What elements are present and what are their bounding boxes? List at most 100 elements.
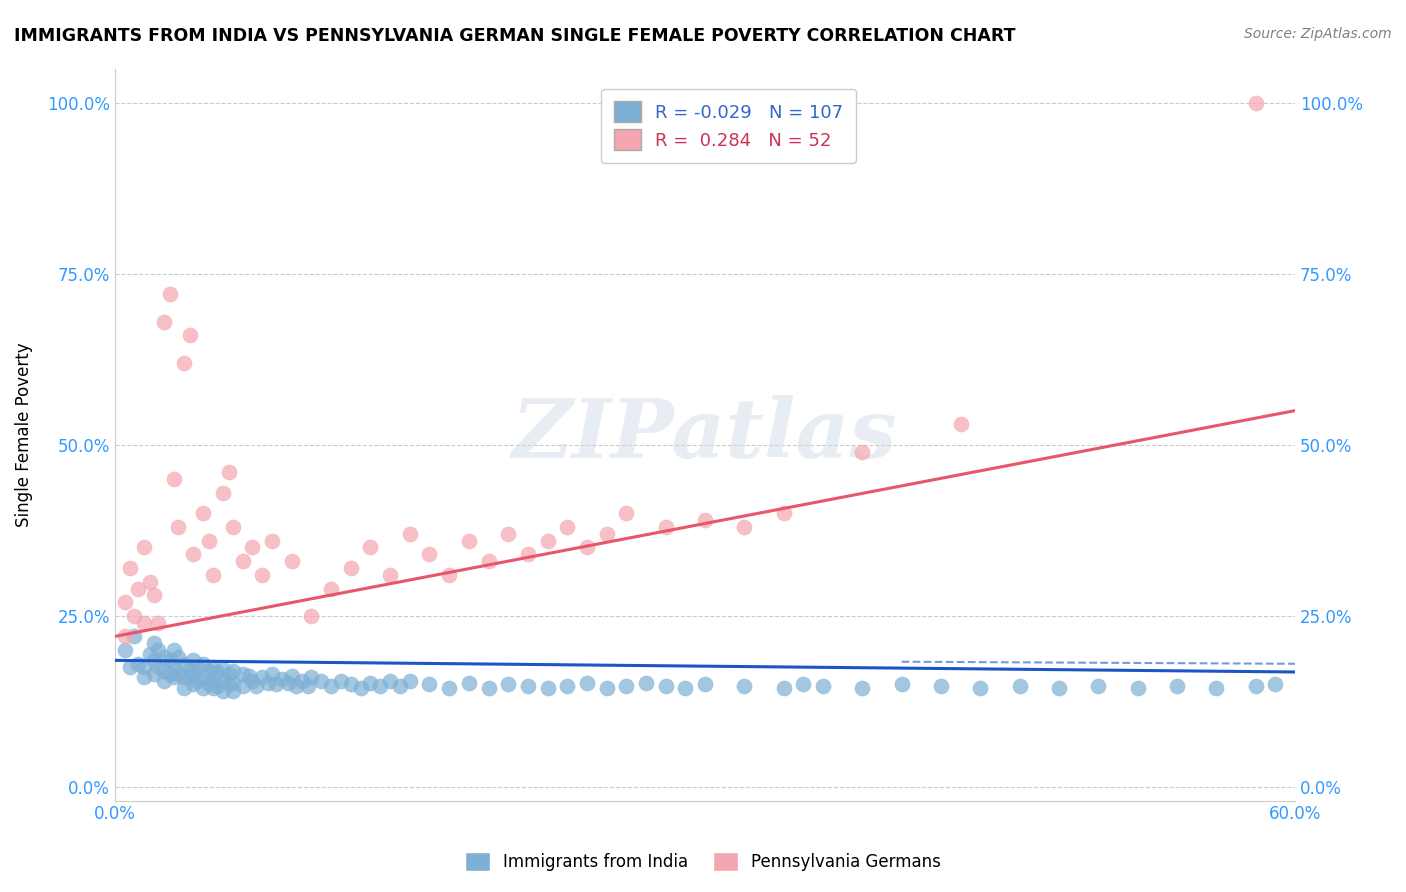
Point bbox=[205, 679, 228, 693]
Point bbox=[143, 667, 166, 681]
Point bbox=[198, 664, 221, 678]
Point bbox=[163, 670, 186, 684]
Point bbox=[166, 520, 188, 534]
Point bbox=[212, 673, 235, 688]
Point bbox=[127, 657, 149, 671]
Point bbox=[159, 653, 181, 667]
Point bbox=[114, 595, 136, 609]
Point bbox=[179, 670, 201, 684]
Point bbox=[1087, 679, 1109, 693]
Point bbox=[281, 554, 304, 568]
Legend: R = -0.029   N = 107, R =  0.284   N = 52: R = -0.029 N = 107, R = 0.284 N = 52 bbox=[600, 88, 856, 162]
Point bbox=[555, 679, 578, 693]
Point bbox=[134, 660, 156, 674]
Point bbox=[398, 673, 420, 688]
Point bbox=[153, 673, 176, 688]
Point bbox=[124, 608, 146, 623]
Point bbox=[222, 520, 245, 534]
Point bbox=[183, 677, 205, 691]
Point bbox=[159, 287, 181, 301]
Point bbox=[1244, 679, 1267, 693]
Point bbox=[1008, 679, 1031, 693]
Point bbox=[173, 657, 195, 671]
Point bbox=[202, 567, 225, 582]
Point bbox=[969, 681, 991, 695]
Point bbox=[949, 417, 972, 432]
Point bbox=[340, 561, 363, 575]
Point bbox=[252, 670, 274, 684]
Point bbox=[202, 660, 225, 674]
Point bbox=[238, 669, 260, 683]
Point bbox=[733, 520, 755, 534]
Point bbox=[202, 673, 225, 688]
Point bbox=[277, 676, 299, 690]
Point bbox=[1205, 681, 1227, 695]
Point bbox=[179, 328, 201, 343]
Point bbox=[311, 673, 333, 688]
Point bbox=[193, 506, 215, 520]
Point bbox=[245, 679, 267, 693]
Point bbox=[222, 676, 245, 690]
Point bbox=[378, 673, 401, 688]
Point bbox=[388, 679, 411, 693]
Point bbox=[212, 662, 235, 676]
Point bbox=[418, 547, 440, 561]
Point bbox=[173, 681, 195, 695]
Point bbox=[198, 533, 221, 548]
Point bbox=[124, 629, 146, 643]
Point bbox=[1166, 679, 1188, 693]
Point bbox=[890, 677, 912, 691]
Point bbox=[163, 660, 186, 674]
Point bbox=[437, 681, 460, 695]
Point bbox=[1264, 677, 1286, 691]
Point bbox=[127, 582, 149, 596]
Point bbox=[575, 676, 598, 690]
Point bbox=[202, 681, 225, 695]
Point bbox=[173, 356, 195, 370]
Point bbox=[321, 582, 343, 596]
Point bbox=[212, 485, 235, 500]
Point bbox=[281, 669, 304, 683]
Point bbox=[232, 679, 254, 693]
Point bbox=[772, 681, 794, 695]
Point bbox=[114, 643, 136, 657]
Point bbox=[929, 679, 952, 693]
Point bbox=[120, 561, 142, 575]
Point bbox=[173, 670, 195, 684]
Point bbox=[614, 506, 637, 520]
Point bbox=[693, 513, 716, 527]
Point bbox=[232, 554, 254, 568]
Point bbox=[614, 679, 637, 693]
Point bbox=[134, 541, 156, 555]
Point bbox=[340, 677, 363, 691]
Point bbox=[222, 684, 245, 698]
Point bbox=[212, 684, 235, 698]
Point bbox=[159, 667, 181, 681]
Point bbox=[198, 677, 221, 691]
Point bbox=[654, 520, 676, 534]
Point bbox=[321, 679, 343, 693]
Point bbox=[555, 520, 578, 534]
Point bbox=[264, 677, 287, 691]
Point bbox=[284, 679, 307, 693]
Point bbox=[166, 649, 188, 664]
Point bbox=[179, 660, 201, 674]
Point bbox=[634, 676, 657, 690]
Point bbox=[120, 660, 142, 674]
Point bbox=[301, 670, 323, 684]
Text: IMMIGRANTS FROM INDIA VS PENNSYLVANIA GERMAN SINGLE FEMALE POVERTY CORRELATION C: IMMIGRANTS FROM INDIA VS PENNSYLVANIA GE… bbox=[14, 27, 1015, 45]
Point bbox=[153, 664, 176, 678]
Point bbox=[262, 533, 284, 548]
Point bbox=[1047, 681, 1070, 695]
Point bbox=[457, 533, 479, 548]
Point bbox=[139, 574, 162, 589]
Point bbox=[398, 526, 420, 541]
Point bbox=[143, 588, 166, 602]
Point bbox=[733, 679, 755, 693]
Point bbox=[516, 547, 538, 561]
Point bbox=[477, 554, 499, 568]
Point bbox=[811, 679, 834, 693]
Point bbox=[271, 672, 294, 686]
Point bbox=[350, 681, 373, 695]
Point bbox=[330, 673, 353, 688]
